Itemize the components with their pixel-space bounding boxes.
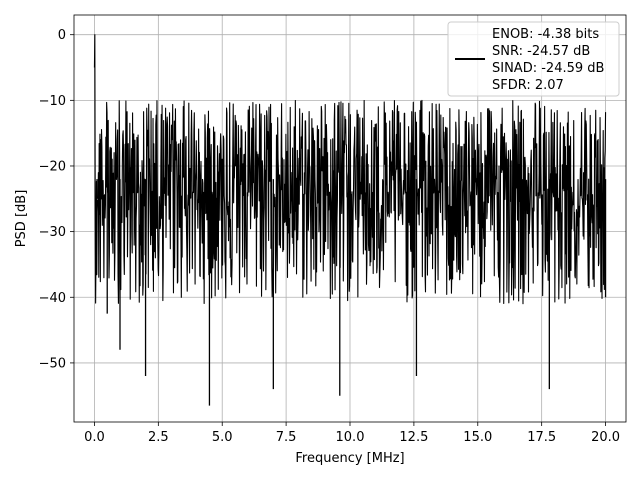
legend: ENOB: -4.38 bits SNR: -24.57 dB SINAD: -… xyxy=(447,21,620,97)
y-axis-label: PSD [dB] xyxy=(14,190,29,248)
y-tick-label: −10 xyxy=(39,94,66,109)
y-tick-label: −20 xyxy=(39,159,66,174)
y-tick-label: −50 xyxy=(39,356,66,371)
x-tick-label: 17.5 xyxy=(527,430,556,445)
x-tick-label: 20.0 xyxy=(591,430,620,445)
legend-box xyxy=(447,21,620,97)
x-tick-label: 2.5 xyxy=(148,430,169,445)
legend-entry-snr: SNR: -24.57 dB xyxy=(492,44,590,59)
psd-trace xyxy=(93,34,607,406)
legend-entry-enob: ENOB: -4.38 bits xyxy=(492,27,599,42)
x-tick-label: 7.5 xyxy=(276,430,297,445)
x-tick-label: 15.0 xyxy=(463,430,492,445)
psd-line xyxy=(93,34,607,305)
x-axis-label: Frequency [MHz] xyxy=(295,451,404,466)
x-tick-label: 5.0 xyxy=(212,430,233,445)
legend-entry-sfdr: SFDR: 2.07 xyxy=(492,78,564,93)
x-tick-label: 0.0 xyxy=(84,430,105,445)
legend-entry-sinad: SINAD: -24.59 dB xyxy=(492,61,604,76)
y-tick-label: −40 xyxy=(39,291,66,306)
y-tick-label: −30 xyxy=(39,225,66,240)
y-tick-label: 0 xyxy=(58,28,66,43)
x-axis-ticks: 0.0 2.5 5.0 7.5 10.0 12.5 15.0 17.5 20.0 xyxy=(84,422,620,445)
x-tick-label: 12.5 xyxy=(399,430,428,445)
y-axis-ticks: 0 −10 −20 −30 −40 −50 xyxy=(39,28,74,371)
x-tick-label: 10.0 xyxy=(336,430,365,445)
